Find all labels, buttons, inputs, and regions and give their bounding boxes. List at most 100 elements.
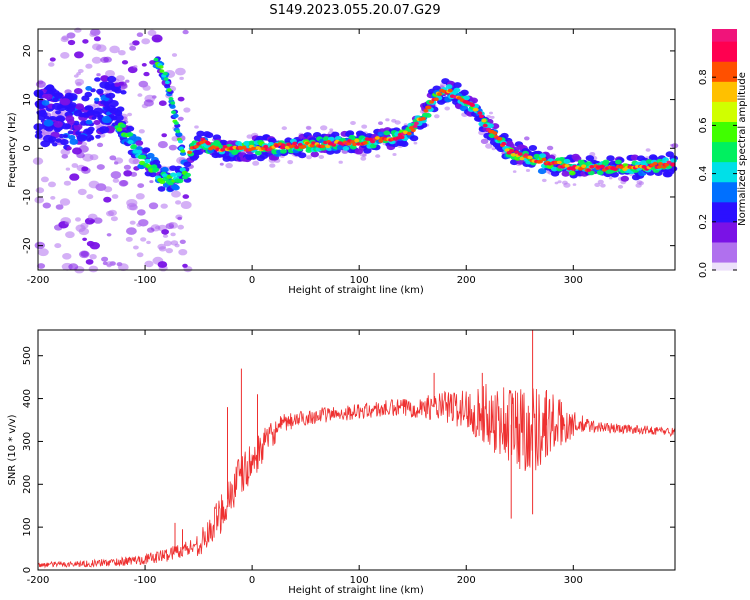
colorbar-segment <box>712 61 737 66</box>
spectrogram-noise-cell <box>378 121 383 125</box>
spectrogram-ridge-cell <box>178 146 184 150</box>
spectrogram-noise-cell <box>35 80 46 88</box>
spectrogram-noise-cell <box>67 39 76 46</box>
spectrogram-cluster-cell <box>101 115 112 124</box>
spectrogram-noise-cell <box>149 180 154 184</box>
snr-axes: -200 -100 0 100 200 300 0 100 200 300 400 500 <box>22 330 675 586</box>
spectrogram-noise-cell <box>96 142 104 148</box>
colorbar-segment <box>712 141 737 147</box>
spectrogram-noise-cell <box>109 45 120 54</box>
spectrogram-noise-cell <box>110 216 118 222</box>
colorbar-segment <box>712 85 737 90</box>
spectrogram-y-axis-label: Frequency (Hz) <box>7 112 18 188</box>
spectrogram-noise-cell <box>252 160 260 166</box>
spectrogram-noise-cell <box>178 249 188 256</box>
colorbar-segment <box>712 45 737 50</box>
spectrogram-ridge-cell <box>166 88 172 92</box>
spectrogram-cluster-cell <box>76 134 88 142</box>
spectrogram-noise-cell <box>320 125 328 131</box>
colorbar-segment <box>712 53 737 58</box>
spectrogram-noise-cell <box>563 182 571 188</box>
colorbar-segment <box>712 113 737 118</box>
spectrogram-ridge-cell <box>370 139 376 144</box>
spectrogram-ridge-cell <box>501 141 507 146</box>
colorbar-segment <box>712 37 737 42</box>
spectrogram-ridge-cell <box>222 145 228 149</box>
colorbar-segment <box>712 133 737 139</box>
spectrogram-noise-cell <box>81 166 89 172</box>
spectrogram-ridge-cell <box>541 157 547 162</box>
spectrogram-ridge-cell <box>463 95 470 101</box>
spectrogram-noise-cell <box>219 162 224 166</box>
colorbar-segment <box>712 101 737 106</box>
spectrogram-noise-cell <box>594 182 601 187</box>
spectrogram-ridge-cell <box>170 172 177 177</box>
spectrogram-ridge-cell <box>652 161 658 166</box>
spectrogram-ridge-cell <box>377 131 385 137</box>
spectrogram-noise-cell <box>246 134 253 139</box>
snr-x-tick-label: -100 <box>134 575 157 586</box>
colorbar-tick-label: 0.0 <box>698 262 709 278</box>
spectrogram-noise-cell <box>60 36 69 43</box>
spectrogram-noise-cell <box>490 115 495 119</box>
spectrogram-noise-cell <box>128 157 139 165</box>
spectrogram-ridge-cell <box>602 159 610 165</box>
spectrogram-ridge-cell <box>426 105 432 110</box>
spectrogram-ridge-cell <box>478 114 484 119</box>
spectrogram-noise-cell <box>37 263 46 269</box>
spectrogram-ridge-cell <box>352 142 358 147</box>
snr-panel: -200 -100 0 100 200 300 0 100 200 300 400 500 Heigh… <box>7 329 676 596</box>
spectrogram-noise-cell <box>151 34 163 43</box>
spectrogram-noise-cell <box>132 40 140 46</box>
spectrogram-noise-cell <box>63 180 71 186</box>
colorbar-segment <box>712 249 737 255</box>
colorbar-segment <box>712 265 737 271</box>
spectrogram-noise-cell <box>121 60 129 65</box>
spectrogram-noise-cell <box>434 114 440 119</box>
spectrogram-cluster-cell <box>55 110 62 115</box>
spectrogram-noise-cell <box>75 224 86 232</box>
snr-y-tick-label: 0 <box>22 567 33 573</box>
spectrogram-noise-cell <box>123 170 133 177</box>
spectrogram-noise-cell <box>54 243 62 249</box>
spectrogram-noise-cell <box>360 156 367 161</box>
spectrogram-ridge-cell <box>437 92 442 96</box>
spectrogram-ridge-cell <box>670 162 676 166</box>
spectrogram-noise-cell <box>392 153 397 156</box>
spectrogram-cluster-cell <box>40 140 51 148</box>
colorbar-segment <box>712 77 737 82</box>
spectrogram-noise-cell <box>77 188 87 196</box>
spectrogram-cluster-cell <box>48 139 55 144</box>
spectrogram-cluster-cell <box>104 81 115 89</box>
spectrogram-cluster-cell <box>78 112 86 118</box>
spectrogram-cluster-cell <box>94 97 100 102</box>
spectrogram-ridge-cell <box>487 123 494 129</box>
spectrogram-noise-cell <box>118 180 128 187</box>
spectrogram-noise-cell <box>170 232 176 237</box>
spectrogram-cluster-cell <box>98 126 110 134</box>
spectrogram-cluster-cell <box>75 131 81 136</box>
spectrogram-noise-cell <box>168 222 174 226</box>
colorbar-tick-label: 0.4 <box>698 166 709 182</box>
spectrogram-ridge-cell <box>527 155 533 160</box>
spectrogram-ridge-cell <box>362 141 368 145</box>
colorbar-segment <box>712 229 737 235</box>
spectrogram-ridge-cell <box>551 166 558 172</box>
snr-x-tick-label: 300 <box>564 575 583 586</box>
spectrogram-noise-cell <box>82 237 87 241</box>
spectrogram-ridge-cell <box>420 116 426 121</box>
spectrogram-noise-cell <box>60 52 70 59</box>
colorbar-segment <box>712 237 737 243</box>
colorbar-segment <box>712 33 737 38</box>
spectrogram-cluster-cell <box>67 130 74 135</box>
spectrogram-noise-cell <box>177 224 184 230</box>
colorbar-segment <box>712 125 737 131</box>
snr-y-tick-label: 300 <box>22 432 33 451</box>
colorbar-segment <box>712 49 737 54</box>
spectrogram-noise-cell <box>157 261 168 268</box>
spectrogram-ridge-cell <box>161 166 169 173</box>
spectrogram-noise-cell <box>64 221 70 225</box>
spectrogram-ridge-cell <box>250 146 256 151</box>
colorbar-segment <box>712 233 737 239</box>
